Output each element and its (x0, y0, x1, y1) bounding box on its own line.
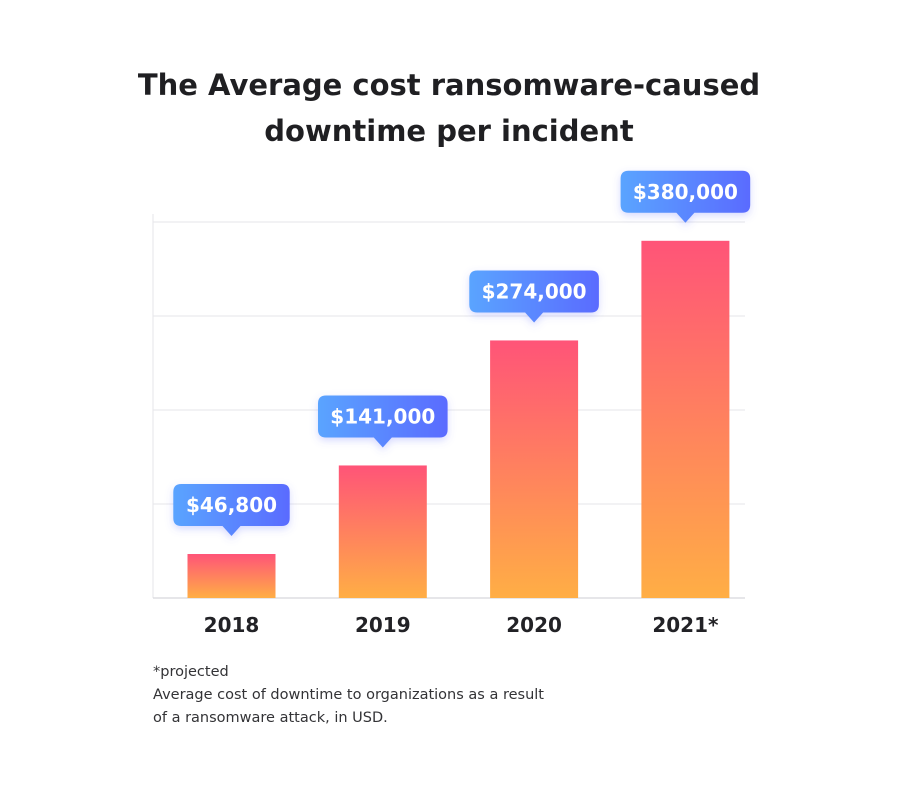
value-label-bubble (620, 170, 751, 223)
value-label-text: $141,000 (330, 404, 435, 428)
x-tick-label: 2020 (506, 613, 562, 637)
bar-2021 (641, 240, 730, 599)
value-label-2021: $380,000 (620, 170, 751, 223)
value-labels: $46,800 $141,000 $274,000 $380,000 (173, 170, 751, 537)
footnote-description-1: Average cost of downtime to organization… (153, 687, 544, 703)
footnote-projected: *projected (153, 664, 229, 680)
value-label-bubble (469, 270, 599, 323)
x-tick-label: 2018 (204, 613, 260, 637)
value-label-bubble (173, 484, 290, 537)
x-tick-label: 2021* (652, 613, 719, 637)
value-label-text: $46,800 (186, 493, 277, 517)
chart-title: The Average cost ransomware-caused downt… (0, 62, 898, 154)
value-label-2020: $274,000 (469, 270, 599, 323)
chart-title-line-1: The Average cost ransomware-caused (137, 68, 761, 102)
value-label-text: $380,000 (633, 180, 738, 204)
bar-2020 (490, 340, 579, 598)
value-label-2019: $141,000 (318, 395, 448, 448)
bar-2018 (187, 554, 276, 598)
bar-2019 (338, 465, 427, 598)
value-label-bubble (318, 395, 448, 448)
x-tick-label: 2019 (355, 613, 411, 637)
footnote: *projected Average cost of downtime to o… (153, 661, 544, 730)
footnote-description-2: of a ransomware attack, in USD. (153, 710, 388, 726)
x-axis-ticks: 2018 2019 2020 2021* (204, 613, 719, 637)
value-label-2018: $46,800 (173, 484, 290, 537)
value-label-text: $274,000 (482, 279, 587, 303)
bars (187, 240, 730, 599)
chart-title-line-2: downtime per incident (264, 114, 634, 148)
